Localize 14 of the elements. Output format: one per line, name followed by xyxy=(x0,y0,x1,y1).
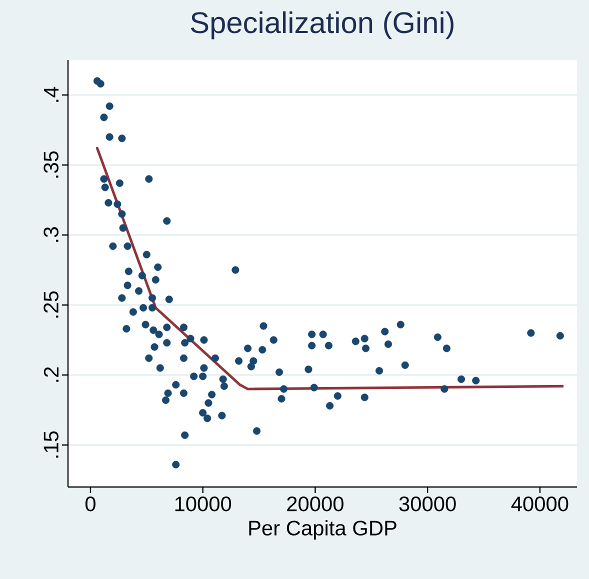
y-tick-label: .4 xyxy=(44,86,58,102)
x-tick-label: 40000 xyxy=(511,496,568,512)
y-tick-label: .35 xyxy=(44,151,58,178)
x-tick-label: 0 xyxy=(85,496,96,512)
x-axis-title: Per Capita GDP xyxy=(249,520,396,540)
x-tick-label: 10000 xyxy=(175,496,232,512)
y-tick-label: .25 xyxy=(44,291,58,318)
y-tick-label: .2 xyxy=(44,367,58,382)
line-series xyxy=(96,146,564,390)
y-tick-label: .15 xyxy=(44,431,58,458)
x-tick-label: 30000 xyxy=(399,496,456,512)
y-tick-label: .3 xyxy=(44,227,58,242)
chart-title: Specialization (Gini) xyxy=(190,11,454,40)
x-tick-label: 20000 xyxy=(287,496,344,512)
